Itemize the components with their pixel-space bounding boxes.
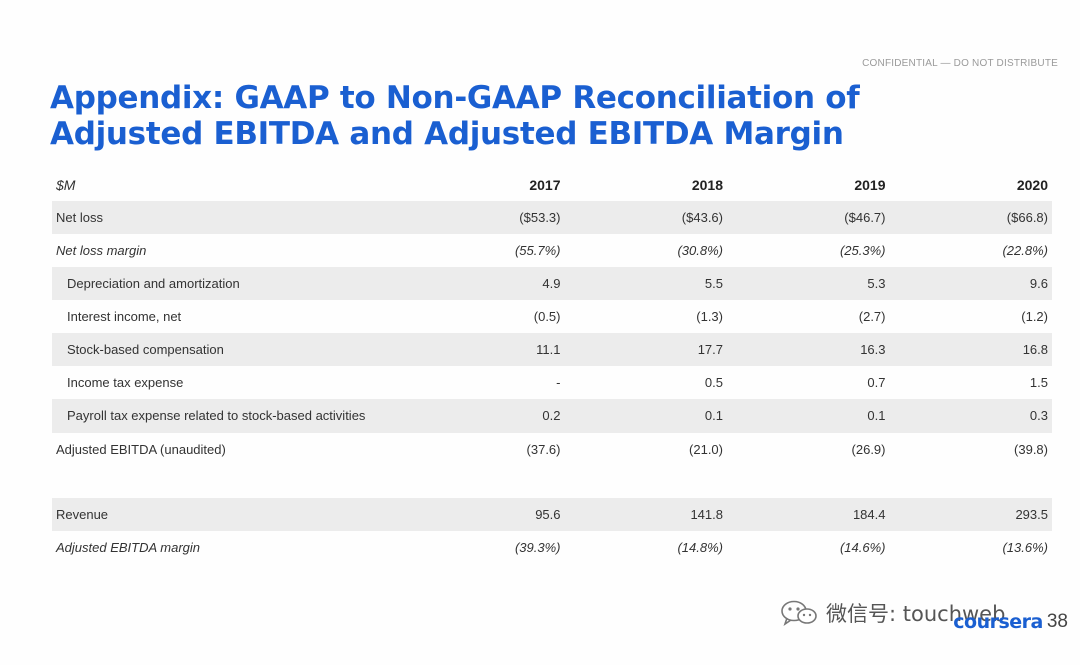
cell-value: (39.3%) (514, 540, 561, 555)
cell-value: (26.9) (851, 442, 886, 457)
cell-value: (2.7) (858, 309, 886, 324)
table-row-depreciation: Depreciation and amortization 4.9 5.5 5.… (52, 267, 1052, 300)
cell-value: (13.6%) (1002, 540, 1048, 555)
cell-value: ($66.8) (889, 201, 1052, 234)
cell-value: 0.1 (727, 399, 890, 433)
unit-label: $M (56, 176, 76, 193)
row-label: Stock-based compensation (52, 333, 402, 366)
cell-value: 4.9 (402, 267, 565, 300)
cell-value: 5.3 (727, 267, 890, 300)
cell-value: 16.8 (889, 333, 1052, 366)
row-label: Adjusted EBITDA margin (56, 540, 201, 555)
year-header: 2020 (1016, 176, 1048, 193)
cell-value: 0.7 (867, 375, 886, 390)
cell-value: (37.6) (526, 442, 561, 457)
year-header: 2019 (854, 176, 886, 193)
cell-value: 0.5 (704, 375, 723, 390)
table-row-stock-compensation: Stock-based compensation 11.1 17.7 16.3 … (52, 333, 1052, 366)
year-header: 2017 (529, 176, 561, 193)
table-row-payroll-tax: Payroll tax expense related to stock-bas… (52, 399, 1052, 433)
reconciliation-table: $M 2017 2018 2019 2020 Net loss ($53.3) … (52, 168, 1052, 564)
page-number: 38 (1046, 611, 1068, 632)
cell-value: 0.3 (889, 399, 1052, 433)
cell-value: (21.0) (689, 442, 723, 457)
cell-value: 1.5 (1029, 375, 1048, 390)
row-label: Revenue (52, 498, 402, 531)
footer-brand: coursera 38 (953, 611, 1068, 633)
row-label: Payroll tax expense related to stock-bas… (52, 399, 402, 433)
table-row-net-loss-margin: Net loss margin (55.7%) (30.8%) (25.3%) … (52, 234, 1052, 267)
cell-value: ($46.7) (727, 201, 890, 234)
wechat-watermark: 微信号: touchweb (780, 598, 1005, 628)
row-label: Net loss (52, 201, 402, 234)
table-row-net-loss: Net loss ($53.3) ($43.6) ($46.7) ($66.8) (52, 201, 1052, 234)
cell-value: 0.1 (564, 399, 727, 433)
cell-value: 141.8 (564, 498, 727, 531)
table-row-interest-income: Interest income, net (0.5) (1.3) (2.7) (… (52, 300, 1052, 333)
cell-value: 293.5 (889, 498, 1052, 531)
coursera-logo: coursera (953, 611, 1043, 633)
cell-value: (14.8%) (677, 540, 723, 555)
cell-value: 17.7 (564, 333, 727, 366)
cell-value: ($53.3) (402, 201, 565, 234)
cell-value: (0.5) (533, 309, 561, 324)
cell-value: 11.1 (402, 333, 565, 366)
year-header: 2018 (691, 176, 723, 193)
table-row-adjusted-ebitda: Adjusted EBITDA (unaudited) (37.6) (21.0… (52, 433, 1052, 466)
cell-value: - (556, 375, 561, 390)
cell-value: (30.8%) (677, 243, 723, 258)
cell-value: ($43.6) (564, 201, 727, 234)
cell-value: (1.2) (1021, 309, 1048, 324)
cell-value: (55.7%) (514, 243, 561, 258)
reconciliation-table-container: $M 2017 2018 2019 2020 Net loss ($53.3) … (52, 168, 1052, 564)
cell-value: (22.8%) (1002, 243, 1048, 258)
row-label: Adjusted EBITDA (unaudited) (56, 442, 226, 457)
confidential-notice: CONFIDENTIAL — DO NOT DISTRIBUTE (862, 58, 1058, 69)
table-row-adjusted-ebitda-margin: Adjusted EBITDA margin (39.3%) (14.8%) (… (52, 531, 1052, 564)
watermark-text: 微信号: touchweb (826, 602, 1006, 626)
table-row-revenue: Revenue 95.6 141.8 184.4 293.5 (52, 498, 1052, 531)
cell-value: (39.8) (1014, 442, 1048, 457)
cell-value: 9.6 (889, 267, 1052, 300)
table-header-row: $M 2017 2018 2019 2020 (52, 168, 1052, 201)
cell-value: (25.3%) (839, 243, 886, 258)
cell-value: 5.5 (564, 267, 727, 300)
cell-value: 95.6 (402, 498, 565, 531)
table-row-income-tax: Income tax expense - 0.5 0.7 1.5 (52, 366, 1052, 399)
cell-value: 16.3 (727, 333, 890, 366)
cell-value: (1.3) (696, 309, 723, 324)
row-label: Income tax expense (67, 375, 184, 390)
cell-value: 0.2 (402, 399, 565, 433)
cell-value: 184.4 (727, 498, 890, 531)
table-spacer-row (52, 466, 1052, 498)
slide-title: Appendix: GAAP to Non-GAAP Reconciliatio… (50, 80, 860, 152)
row-label: Interest income, net (67, 309, 182, 324)
row-label: Depreciation and amortization (52, 267, 402, 300)
wechat-icon (780, 599, 818, 627)
row-label: Net loss margin (56, 243, 147, 258)
cell-value: (14.6%) (839, 540, 886, 555)
